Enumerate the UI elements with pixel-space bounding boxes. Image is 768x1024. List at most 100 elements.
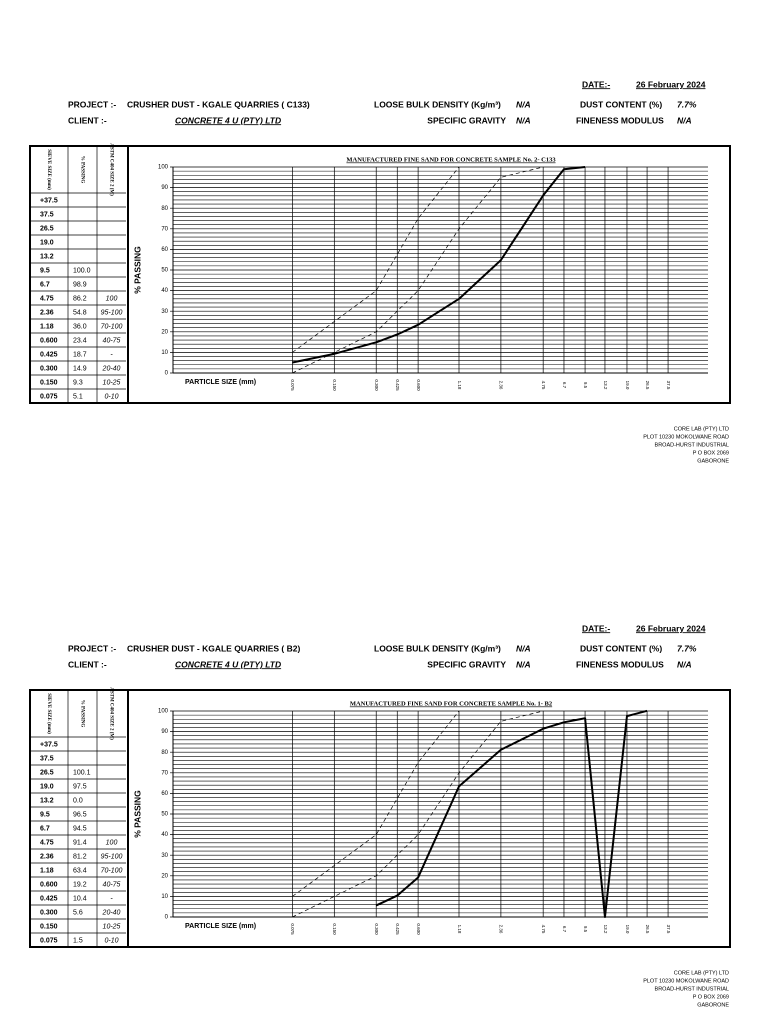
- footer-line: BROAD-HURST INDUSTRIAL: [655, 986, 729, 992]
- specification: 0-10: [104, 937, 118, 944]
- sieve-size: 6.7: [40, 281, 50, 288]
- percent-passing: 5.6: [73, 909, 83, 916]
- x-tick-label: 6.7: [562, 382, 567, 389]
- bulk-density: N/A: [516, 99, 531, 109]
- percent-passing: 81.2: [73, 853, 87, 860]
- x-tick-label: 6.7: [562, 926, 567, 933]
- sieve-size: 26.5: [40, 225, 54, 232]
- limit-line: [292, 710, 460, 897]
- percent-passing: 14.9: [73, 365, 87, 372]
- x-tick-label: 2.36: [499, 925, 504, 934]
- y-tick-label: 40: [161, 288, 168, 294]
- dust-content-label: DUST CONTENT (%): [580, 99, 662, 109]
- bulk-density-label: LOOSE BULK DENSITY (Kg/m³): [374, 643, 501, 653]
- client-label: CLIENT :-: [68, 115, 107, 125]
- percent-passing: 97.5: [73, 783, 87, 790]
- fineness-label: FINENESS MODULUS: [576, 659, 664, 669]
- date: 26 February 2024: [636, 79, 706, 89]
- client: CONCRETE 4 U (PTY) LTD: [175, 659, 281, 669]
- specification: 20-40: [102, 909, 121, 916]
- project-label: PROJECT :-: [68, 643, 116, 653]
- y-tick-label: 20: [161, 873, 168, 879]
- specification: 70-100: [101, 867, 123, 874]
- percent-passing: 91.4: [73, 839, 87, 846]
- footer-line: P O BOX 2069: [693, 994, 729, 1000]
- x-tick-label: 13.2: [603, 925, 608, 934]
- x-axis-label: PARTICLE SIZE (mm): [185, 923, 256, 930]
- y-tick-label: 100: [158, 165, 169, 171]
- sieve-size: +37.5: [40, 197, 58, 204]
- y-tick-label: 50: [161, 268, 168, 274]
- dust-content: 7.7%: [677, 99, 697, 109]
- percent-passing: 100.1: [73, 769, 91, 776]
- y-tick-label: 90: [161, 185, 168, 191]
- footer-line: BROAD-HURST INDUSTRIAL: [655, 442, 729, 448]
- specification: -: [110, 351, 113, 358]
- y-tick-label: 70: [161, 226, 168, 232]
- grading-line: [292, 166, 586, 364]
- percent-passing: 18.7: [73, 351, 87, 358]
- grading-line: [375, 709, 648, 918]
- sieve-size: 9.5: [40, 811, 50, 818]
- x-tick-label: 0.600: [416, 923, 421, 935]
- y-tick-label: 60: [161, 791, 168, 797]
- y-tick-label: 30: [161, 309, 168, 315]
- footer-line: P O BOX 2069: [693, 450, 729, 456]
- sieve-size: 13.2: [40, 253, 54, 260]
- client-label: CLIENT :-: [68, 659, 107, 669]
- specification: 40-75: [103, 881, 121, 888]
- percent-passing: 36.0: [73, 323, 87, 330]
- y-axis-label: % PASSING: [132, 790, 142, 838]
- x-tick-label: 37.5: [666, 381, 671, 390]
- x-tick-label: 26.5: [645, 925, 650, 934]
- dust-content-label: DUST CONTENT (%): [580, 643, 662, 653]
- y-tick-label: 90: [161, 729, 168, 735]
- y-tick-label: 100: [158, 709, 169, 715]
- x-tick-label: 1.18: [457, 381, 462, 390]
- percent-passing: 0.0: [73, 797, 83, 804]
- percent-passing: 94.5: [73, 825, 87, 832]
- y-tick-label: 10: [161, 350, 168, 356]
- fineness: N/A: [677, 115, 692, 125]
- fineness: N/A: [677, 659, 692, 669]
- specific-gravity-label: SPECIFIC GRAVITY: [427, 659, 506, 669]
- sieve-size: 0.300: [40, 909, 58, 916]
- project-label: PROJECT :-: [68, 99, 116, 109]
- y-tick-label: 10: [161, 894, 168, 900]
- sieve-size: 0.600: [40, 881, 58, 888]
- x-tick-label: 9.5: [583, 926, 588, 933]
- y-tick-label: 40: [161, 832, 168, 838]
- sieve-size: 1.18: [40, 323, 54, 330]
- client: CONCRETE 4 U (PTY) LTD: [175, 115, 281, 125]
- percent-passing: 19.2: [73, 881, 87, 888]
- sieve-size: 0.600: [40, 337, 58, 344]
- date-label: DATE:-: [582, 79, 610, 89]
- footer-line: CORE LAB (PTY) LTD: [674, 970, 729, 976]
- percent-passing: 9.3: [73, 379, 83, 386]
- sieve-size: 9.5: [40, 267, 50, 274]
- y-tick-label: 80: [161, 750, 168, 756]
- x-tick-label: 4.75: [541, 925, 546, 934]
- y-tick-label: 0: [165, 371, 169, 377]
- bulk-density-label: LOOSE BULK DENSITY (Kg/m³): [374, 99, 501, 109]
- sieve-size: +37.5: [40, 741, 58, 748]
- sieve-size: 37.5: [40, 755, 54, 762]
- chart-title: MANUFACTURED FINE SAND FOR CONCRETE SAMP…: [346, 156, 556, 163]
- percent-passing: 23.4: [73, 337, 87, 344]
- percent-passing: 96.5: [73, 811, 87, 818]
- specification: 70-100: [101, 323, 123, 330]
- y-tick-label: 80: [161, 206, 168, 212]
- x-tick-label: 13.2: [603, 381, 608, 390]
- footer-line: CORE LAB (PTY) LTD: [674, 426, 729, 432]
- x-tick-label: 0.300: [374, 923, 379, 935]
- specific-gravity-label: SPECIFIC GRAVITY: [427, 115, 506, 125]
- x-tick-label: 9.5: [583, 382, 588, 389]
- project: CRUSHER DUST - KGALE QUARRIES ( C133): [127, 99, 310, 109]
- date: 26 February 2024: [636, 623, 706, 633]
- sieve-size: 2.36: [40, 309, 54, 316]
- bulk-density: N/A: [516, 643, 531, 653]
- specification: 40-75: [103, 337, 121, 344]
- specification: 100: [106, 295, 118, 302]
- percent-passing: 54.8: [73, 309, 87, 316]
